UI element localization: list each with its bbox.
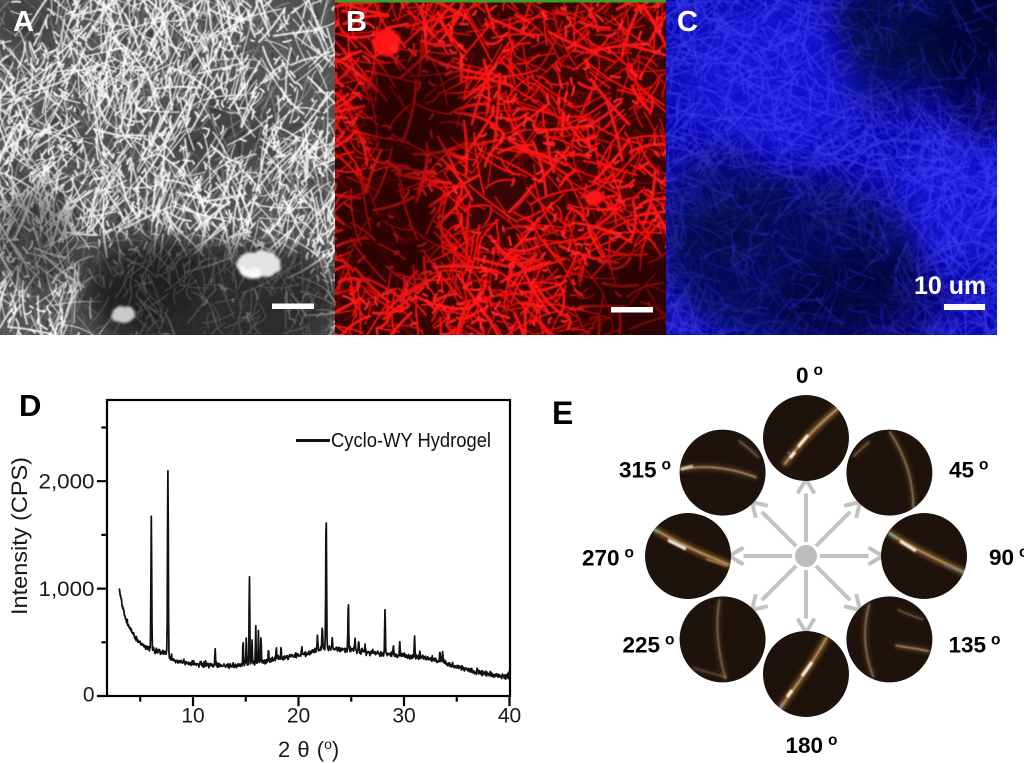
- svg-text:10 um: 10 um: [914, 272, 986, 300]
- svg-text:Intensity (CPS): Intensity (CPS): [7, 457, 32, 615]
- svg-text:1,000: 1,000: [39, 578, 95, 601]
- svg-text:E: E: [552, 395, 573, 431]
- svg-text:10: 10: [181, 705, 204, 728]
- svg-text:Cyclo-WY Hydrogel: Cyclo-WY Hydrogel: [331, 430, 491, 452]
- svg-text:20: 20: [287, 705, 310, 728]
- svg-text:C: C: [677, 6, 698, 38]
- svg-text:0o: 0o: [796, 362, 823, 388]
- svg-text:0: 0: [83, 684, 95, 707]
- svg-text:2 θ (o): 2 θ (o): [278, 736, 339, 762]
- svg-text:B: B: [346, 6, 367, 38]
- svg-text:40: 40: [498, 705, 521, 728]
- svg-text:2,000: 2,000: [39, 471, 95, 494]
- svg-text:90o: 90 o: [989, 544, 1024, 570]
- svg-text:D: D: [19, 388, 41, 423]
- svg-text:30: 30: [392, 705, 415, 728]
- svg-text:A: A: [13, 6, 34, 38]
- svg-text:45o: 45 o: [949, 457, 989, 483]
